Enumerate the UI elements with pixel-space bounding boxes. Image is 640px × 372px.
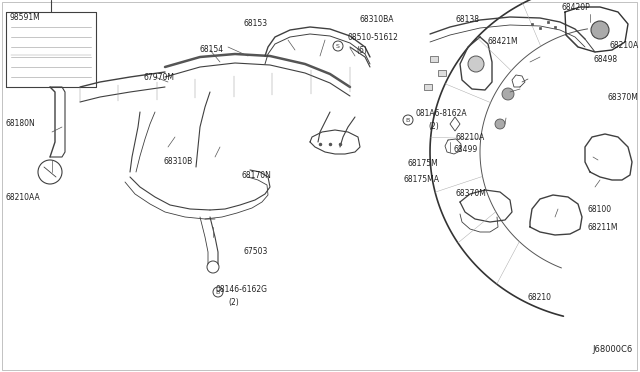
Text: 68154: 68154 <box>200 45 224 55</box>
Text: 67503: 67503 <box>243 247 268 257</box>
Text: 68210A: 68210A <box>610 42 639 51</box>
Bar <box>438 70 446 76</box>
Text: 68170N: 68170N <box>242 171 272 180</box>
Text: 98591M: 98591M <box>10 13 41 22</box>
Text: 68175M: 68175M <box>408 160 439 169</box>
Text: 68420P: 68420P <box>562 3 591 12</box>
Text: 68175MA: 68175MA <box>403 174 439 183</box>
Text: B: B <box>406 118 410 122</box>
Text: S: S <box>336 44 340 48</box>
Circle shape <box>502 88 514 100</box>
Circle shape <box>591 21 609 39</box>
Circle shape <box>333 41 343 51</box>
Text: (6): (6) <box>356 45 367 55</box>
Circle shape <box>468 56 484 72</box>
Text: 68210A: 68210A <box>456 132 485 141</box>
Text: 68370M: 68370M <box>608 93 639 102</box>
Text: 68153: 68153 <box>243 19 267 29</box>
Circle shape <box>495 119 505 129</box>
Text: 68210: 68210 <box>528 292 552 301</box>
Text: 68370M: 68370M <box>455 189 486 199</box>
Polygon shape <box>450 117 460 131</box>
Text: 68310BA: 68310BA <box>360 16 394 25</box>
Text: 08146-6162G: 08146-6162G <box>215 285 267 295</box>
Text: 68211M: 68211M <box>588 224 618 232</box>
Text: 68138: 68138 <box>455 16 479 25</box>
Text: 68310B: 68310B <box>163 157 192 167</box>
Text: 081A6-8162A: 081A6-8162A <box>415 109 467 119</box>
Text: 68499: 68499 <box>453 145 477 154</box>
Text: 08510-51612: 08510-51612 <box>348 32 399 42</box>
Text: (2): (2) <box>428 122 439 131</box>
Bar <box>430 56 438 62</box>
Text: B: B <box>216 289 220 295</box>
Text: 68421M: 68421M <box>487 38 518 46</box>
Bar <box>424 84 432 90</box>
Text: 68100: 68100 <box>588 205 612 215</box>
Text: (2): (2) <box>228 298 239 308</box>
Text: 68498: 68498 <box>594 55 618 64</box>
Text: 68180N: 68180N <box>6 119 36 128</box>
Circle shape <box>213 287 223 297</box>
Text: 67970M: 67970M <box>143 73 174 81</box>
Text: J68000C6: J68000C6 <box>593 346 633 355</box>
Text: 68210AA: 68210AA <box>6 192 41 202</box>
Circle shape <box>403 115 413 125</box>
